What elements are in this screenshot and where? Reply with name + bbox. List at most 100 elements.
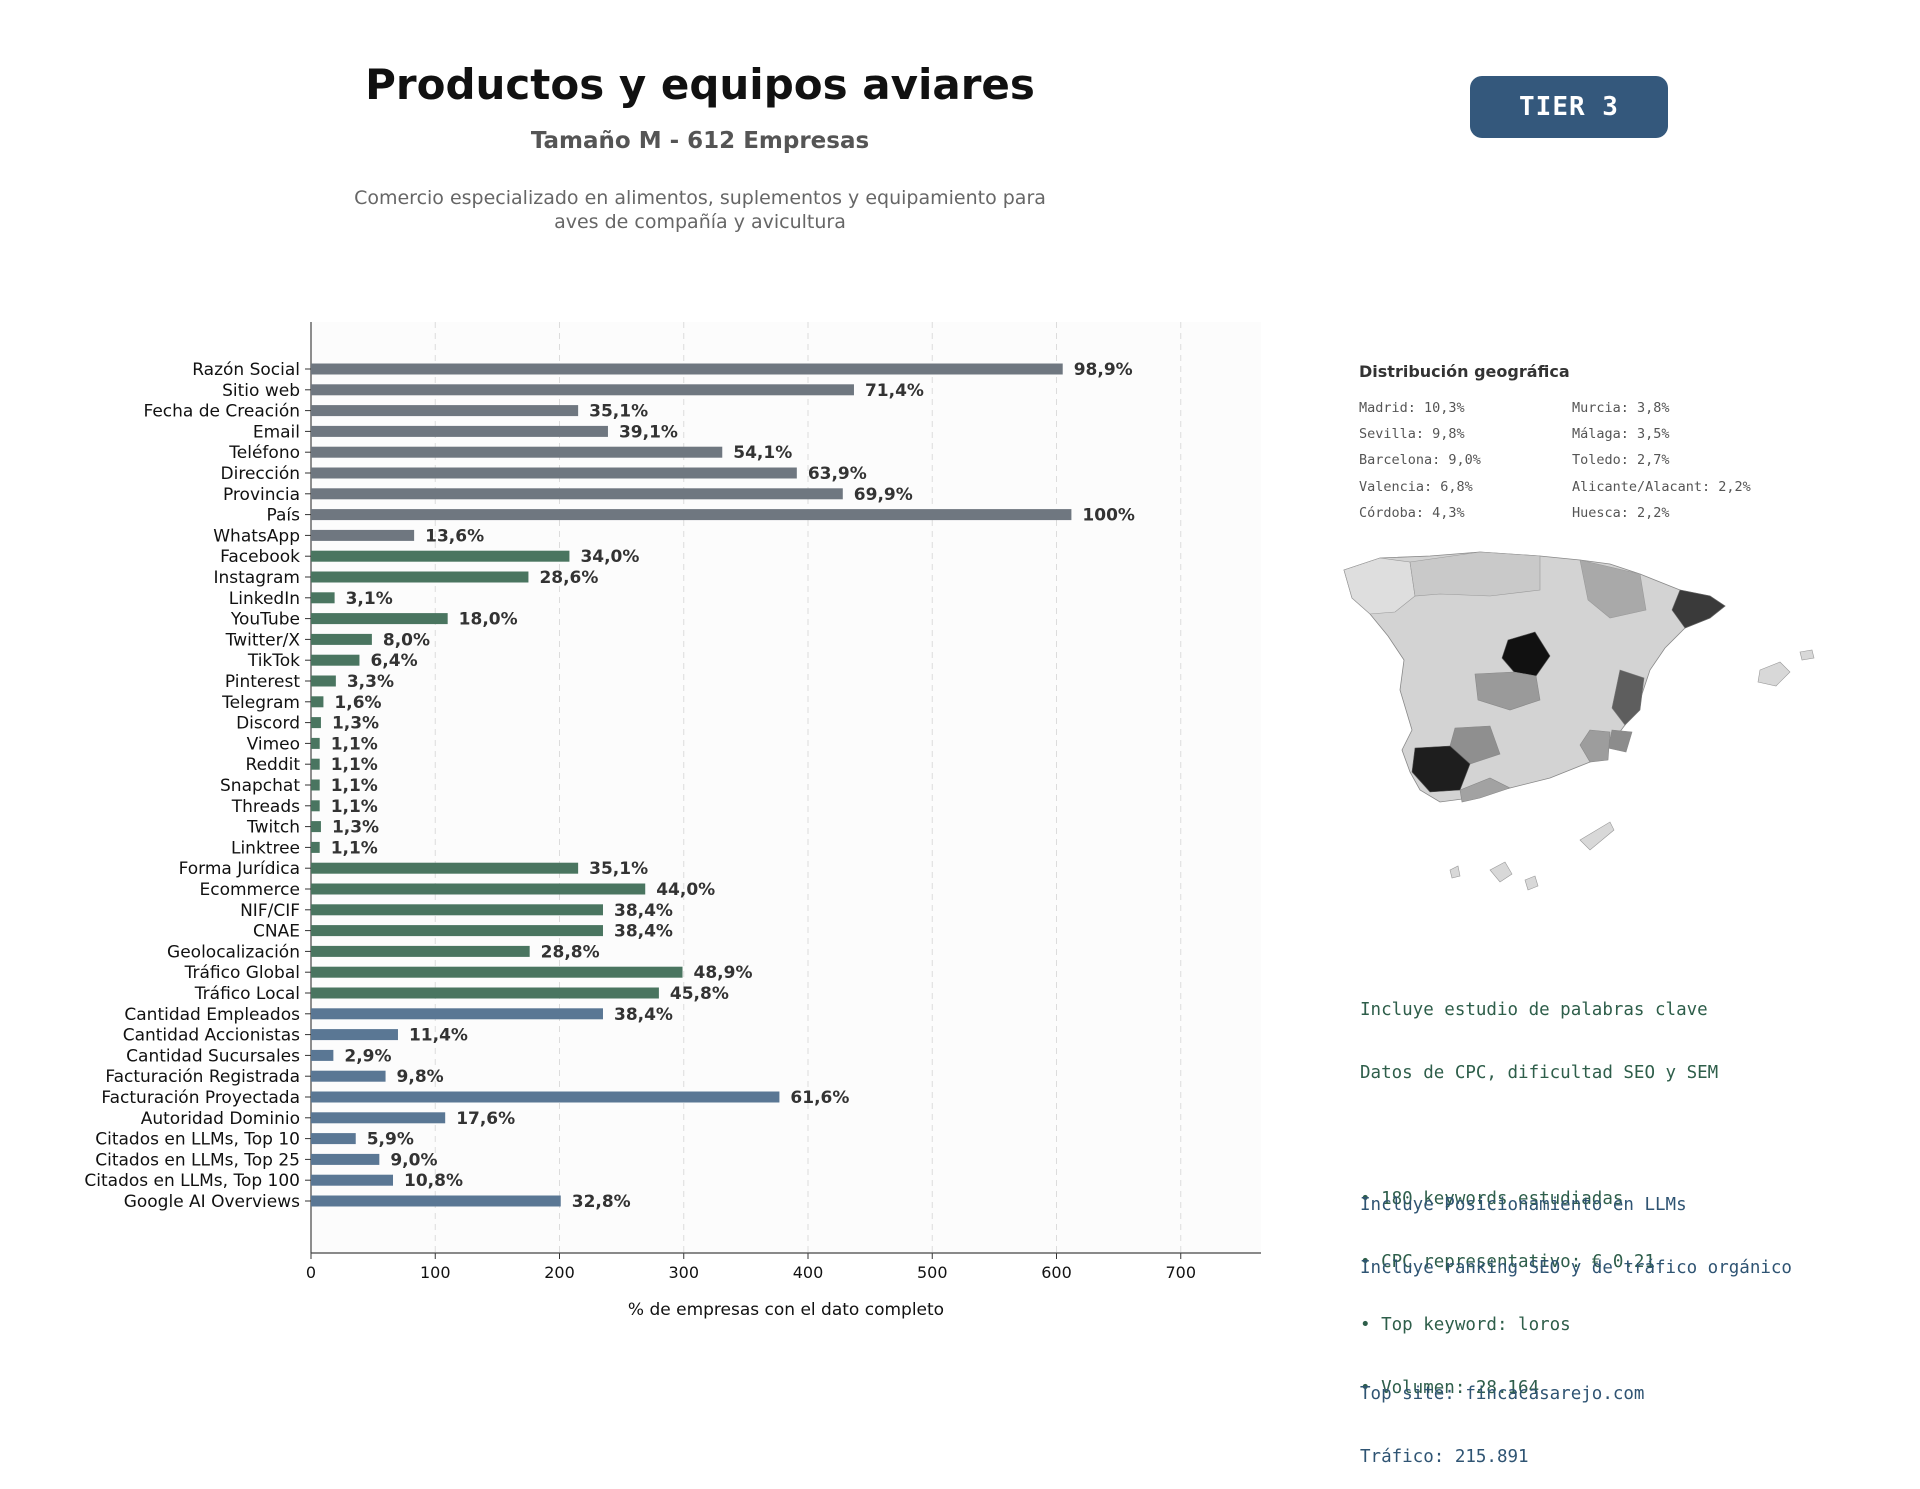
bar xyxy=(311,758,320,770)
category-label: Twitter/X xyxy=(225,630,301,650)
category-label: Tráfico Local xyxy=(194,984,300,1004)
map-region-canary-1 xyxy=(1489,861,1513,883)
value-label: 39,1% xyxy=(619,422,678,442)
category-label: Google AI Overviews xyxy=(124,1192,300,1212)
page-description: Comercio especializado en alimentos, sup… xyxy=(300,186,1100,234)
category-label: CNAE xyxy=(253,922,300,942)
value-label: 11,4% xyxy=(409,1026,468,1046)
category-label: Threads xyxy=(231,797,300,817)
value-label: 71,4% xyxy=(865,381,924,401)
category-label: Geolocalización xyxy=(167,942,300,962)
value-label: 63,9% xyxy=(808,464,867,484)
value-label: 38,4% xyxy=(614,901,673,921)
x-axis-label: % de empresas con el dato completo xyxy=(628,1300,944,1320)
seo-bullet: • CPC representativo: € 0.21 xyxy=(1360,1252,1656,1272)
seo-bullet: • Volumen: 28.164 xyxy=(1360,1378,1540,1398)
map-region-canary-3 xyxy=(1579,821,1615,851)
bar xyxy=(311,384,854,396)
category-label: YouTube xyxy=(230,610,300,630)
geo-item: Córdoba: 4,3% xyxy=(1359,505,1465,521)
value-label: 2,9% xyxy=(344,1046,391,1066)
map-region-alicante xyxy=(1607,729,1633,753)
value-label: 28,8% xyxy=(541,942,600,962)
bar xyxy=(311,550,570,562)
value-label: 35,1% xyxy=(589,402,648,422)
bar xyxy=(311,717,321,729)
seo-spacer xyxy=(1360,1126,1718,1147)
bar xyxy=(311,737,320,749)
category-label: Discord xyxy=(236,714,300,734)
value-label: 17,6% xyxy=(456,1109,515,1129)
value-label: 8,0% xyxy=(383,630,430,650)
x-tick-label: 400 xyxy=(793,1263,824,1282)
category-label: Instagram xyxy=(214,568,301,588)
bar xyxy=(311,925,603,937)
bar xyxy=(311,571,529,583)
x-tick-label: 500 xyxy=(917,1263,948,1282)
value-label: 38,4% xyxy=(614,1005,673,1025)
page-subtitle: Tamaño M - 612 Empresas xyxy=(530,128,870,154)
value-label: 1,1% xyxy=(331,776,378,796)
value-label: 9,8% xyxy=(397,1067,444,1087)
bar xyxy=(311,841,320,853)
bar xyxy=(311,862,579,874)
value-label: 1,3% xyxy=(332,714,379,734)
bar xyxy=(311,800,320,812)
category-label: LinkedIn xyxy=(229,589,300,609)
category-label: Snapchat xyxy=(220,776,300,796)
value-label: 45,8% xyxy=(670,984,729,1004)
category-label: Razón Social xyxy=(192,360,300,380)
llm-line: Incluye Posicionamiento en LLMs xyxy=(1360,1195,1687,1215)
category-label: Dirección xyxy=(221,464,300,484)
bar xyxy=(311,529,415,541)
description-line: Comercio especializado en alimentos, sup… xyxy=(354,187,1046,209)
value-label: 1,6% xyxy=(334,693,381,713)
seo-info: Incluye estudio de palabras clave Datos … xyxy=(1360,958,1718,1420)
llm-line: Top site: fincacasarejo.com xyxy=(1360,1384,1645,1404)
bar xyxy=(311,1029,398,1041)
bar xyxy=(311,1049,334,1061)
bar xyxy=(311,904,603,916)
map-region-balearic xyxy=(1757,661,1791,687)
map-region-murcia xyxy=(1579,729,1611,763)
seo-bullet: • Top keyword: loros xyxy=(1360,1315,1571,1335)
value-label: 1,1% xyxy=(331,734,378,754)
bar xyxy=(311,883,646,895)
category-label: NIF/CIF xyxy=(240,901,300,921)
map-region-galicia xyxy=(1343,557,1416,615)
map-region-huesca xyxy=(1579,559,1647,619)
bar xyxy=(311,592,335,604)
category-label: Ecommerce xyxy=(200,880,301,900)
x-tick-label: 100 xyxy=(420,1263,451,1282)
category-label: Cantidad Accionistas xyxy=(123,1026,300,1046)
category-label: Telegram xyxy=(221,693,300,713)
category-label: Pinterest xyxy=(225,672,300,692)
category-label: Teléfono xyxy=(228,443,300,463)
bar xyxy=(311,488,843,500)
category-label: Citados en LLMs, Top 10 xyxy=(95,1130,300,1150)
category-label: Cantidad Sucursales xyxy=(126,1046,300,1066)
llm-line: Incluye ranking SEO y de tráfico orgánic… xyxy=(1360,1258,1792,1278)
map-region-menorca xyxy=(1799,649,1815,661)
category-label: Reddit xyxy=(246,755,301,775)
value-label: 1,1% xyxy=(331,838,378,858)
map-region-malaga xyxy=(1459,777,1511,803)
value-label: 100% xyxy=(1082,506,1135,526)
value-label: 69,9% xyxy=(854,485,913,505)
x-tick-label: 0 xyxy=(306,1263,316,1282)
map-region-canary-2 xyxy=(1524,875,1539,891)
bar xyxy=(311,1008,603,1020)
category-label: Autoridad Dominio xyxy=(141,1109,300,1129)
geo-item: Sevilla: 9,8% xyxy=(1359,426,1465,442)
value-label: 3,3% xyxy=(347,672,394,692)
map-region-north xyxy=(1409,551,1541,597)
bar xyxy=(311,467,797,479)
bar xyxy=(311,1091,780,1103)
x-tick-label: 200 xyxy=(544,1263,575,1282)
llm-spacer xyxy=(1360,1321,1792,1342)
value-label: 44,0% xyxy=(656,880,715,900)
geo-item: Alicante/Alacant: 2,2% xyxy=(1572,479,1751,495)
geo-item: Murcia: 3,8% xyxy=(1572,400,1670,416)
category-label: País xyxy=(267,506,301,526)
category-label: Tráfico Global xyxy=(184,963,300,983)
